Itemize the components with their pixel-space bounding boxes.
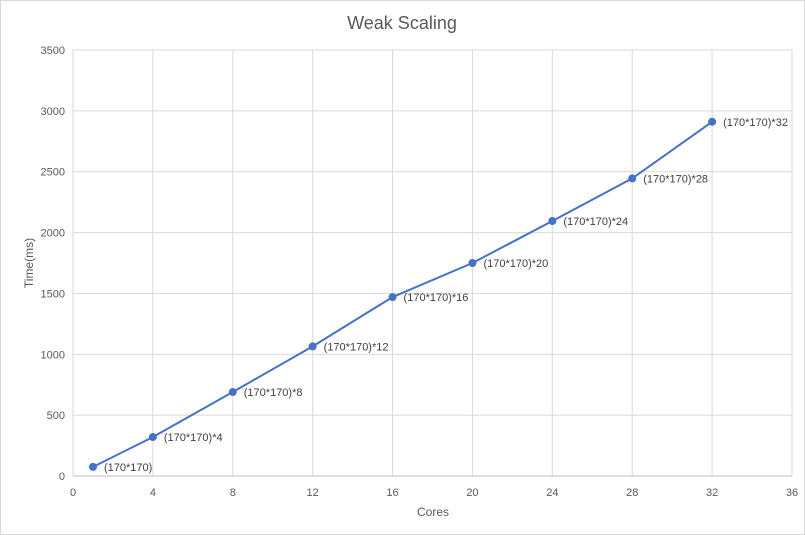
gridlines: [73, 49, 793, 476]
y-tick-label: 3000: [41, 106, 65, 118]
x-tick-label: 4: [150, 487, 156, 499]
axes: 0 500 1000 1500 2000 2500 3000 3500 0 4 8 12 16 20 24 2…: [41, 45, 799, 499]
y-tick-label: 500: [47, 410, 65, 422]
data-label: (170*170): [104, 462, 152, 474]
y-tick-label: 3500: [41, 45, 65, 57]
x-tick-label: 24: [546, 487, 558, 499]
y-tick-label: 0: [59, 471, 65, 483]
data-point: [708, 117, 717, 126]
data-label: (170*170)*4: [164, 432, 223, 444]
chart-title: Weak Scaling: [347, 13, 457, 33]
data-label: (170*170)*24: [563, 216, 628, 228]
data-label: (170*170)*8: [244, 387, 303, 399]
series-layer: [88, 117, 717, 471]
data-point: [548, 217, 557, 226]
data-label: (170*170)*12: [324, 341, 389, 353]
x-tick-label: 0: [70, 487, 76, 499]
x-tick-label: 8: [230, 487, 236, 499]
y-tick-label: 1000: [41, 349, 65, 361]
x-tick-label: 12: [307, 487, 319, 499]
x-tick-label: 28: [626, 487, 638, 499]
y-tick-label: 1500: [41, 288, 65, 300]
y-tick-label: 2000: [41, 228, 65, 240]
data-point: [148, 433, 157, 442]
data-label: (170*170)*32: [723, 117, 788, 129]
data-label: (170*170)*20: [483, 258, 548, 270]
data-label: (170*170)*16: [404, 292, 469, 304]
x-tick-label: 36: [786, 487, 798, 499]
x-tick-label: 20: [466, 487, 478, 499]
x-axis-title: Cores: [417, 505, 449, 519]
x-tick-label: 16: [386, 487, 398, 499]
y-axis-title: Time(ms): [22, 238, 36, 288]
data-labels: (170*170) (170*170)*4 (170*170)*8 (170*170)…: [104, 117, 788, 474]
y-tick-label: 2500: [41, 167, 65, 179]
data-point: [628, 174, 637, 183]
data-point: [88, 462, 97, 471]
data-point: [228, 388, 237, 397]
data-point: [388, 293, 397, 302]
x-tick-label: 32: [706, 487, 718, 499]
data-point: [308, 342, 317, 351]
data-point: [468, 259, 477, 267]
data-label: (170*170)*28: [643, 173, 708, 185]
